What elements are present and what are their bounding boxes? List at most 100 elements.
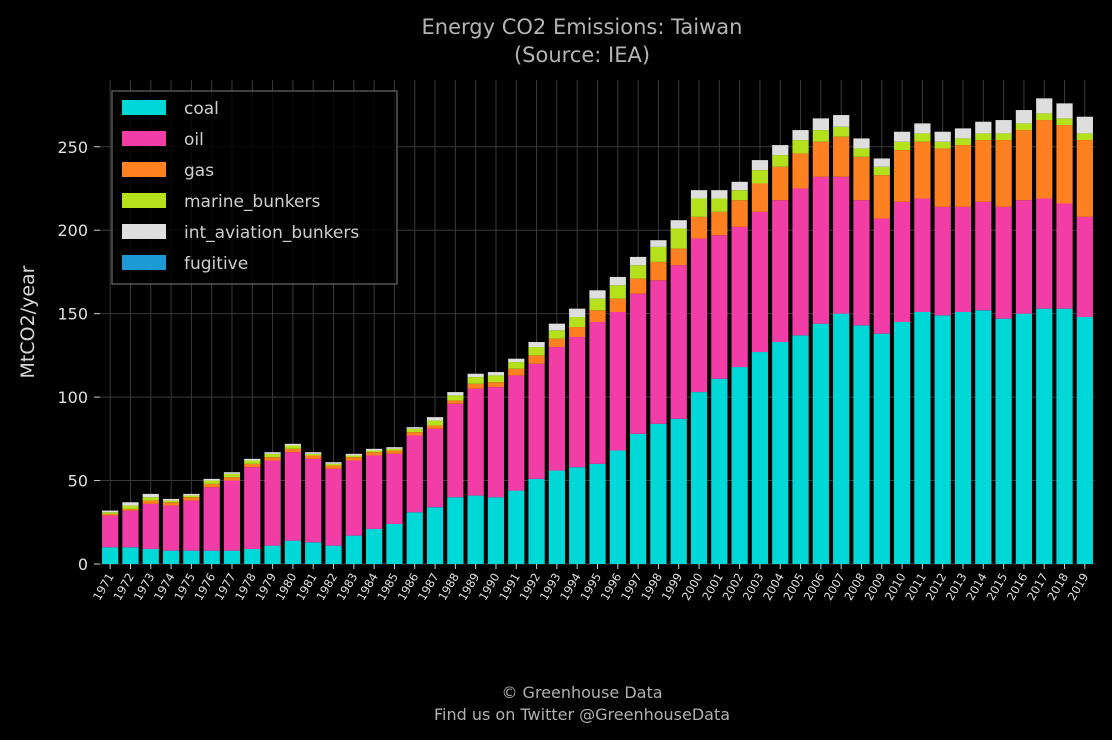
bar-segment-marine-bunkers — [690, 198, 708, 217]
legend-swatch-fugitive — [122, 255, 166, 270]
bar-segment-oil — [833, 176, 850, 314]
bar-segment-marine-bunkers — [203, 480, 220, 484]
bar-segment-gas — [406, 432, 423, 436]
bar-segment-coal — [650, 423, 667, 564]
bar-segment-int-aviation-bunkers — [264, 452, 281, 454]
bar-segment-marine-bunkers — [914, 133, 931, 142]
bar-segment-oil — [102, 515, 119, 548]
bar-segment-coal — [690, 392, 708, 564]
bar-segment-int-aviation-bunkers — [609, 276, 626, 286]
bar-segment-int-aviation-bunkers — [670, 220, 687, 229]
bar-segment-int-aviation-bunkers — [223, 472, 241, 474]
bar-segment-int-aviation-bunkers — [528, 342, 545, 348]
bar-segment-gas — [305, 455, 322, 459]
bar-segment-marine-bunkers — [142, 497, 159, 501]
bar-segment-oil — [569, 337, 586, 468]
bar-segment-int-aviation-bunkers — [345, 453, 362, 456]
bar-segment-int-aviation-bunkers — [548, 323, 566, 331]
bar-segment-int-aviation-bunkers — [853, 138, 870, 149]
bar-segment-int-aviation-bunkers — [467, 373, 484, 378]
bar-segment-marine-bunkers — [284, 445, 302, 449]
bar-segment-marine-bunkers — [772, 155, 789, 167]
legend-label-oil: oil — [184, 130, 204, 150]
bar-segment-gas — [244, 463, 261, 468]
y-tick-label: 150 — [57, 305, 88, 324]
bar-segment-marine-bunkers — [954, 138, 972, 146]
bar-segment-coal — [1076, 316, 1093, 564]
bar-segment-coal — [670, 418, 687, 564]
bar-segment-marine-bunkers — [366, 450, 383, 453]
bar-segment-oil — [975, 201, 992, 311]
bar-segment-coal — [954, 311, 972, 564]
bar-segment-gas — [1036, 120, 1053, 199]
bar-segment-marine-bunkers — [873, 166, 890, 176]
bar-segment-oil — [731, 226, 748, 368]
bar-segment-coal — [1056, 308, 1073, 564]
bar-segment-int-aviation-bunkers — [1076, 116, 1093, 134]
bar-segment-coal — [183, 550, 200, 564]
bar-segment-int-aviation-bunkers — [975, 121, 992, 134]
bar-segment-gas — [1056, 125, 1073, 204]
bar-segment-oil — [548, 347, 566, 471]
bar-segment-gas — [853, 156, 870, 201]
bar-segment-marine-bunkers — [853, 148, 870, 157]
bar-segment-int-aviation-bunkers — [893, 131, 911, 142]
y-tick-label: 50 — [68, 472, 88, 491]
bar-segment-gas — [223, 477, 241, 481]
bar-segment-marine-bunkers — [487, 375, 505, 383]
bar-segment-int-aviation-bunkers — [589, 290, 606, 299]
bar-segment-oil — [1036, 198, 1053, 309]
bar-segment-coal — [914, 311, 931, 564]
bar-segment-int-aviation-bunkers — [914, 123, 931, 134]
bar-segment-marine-bunkers — [569, 316, 586, 328]
bar-segment-int-aviation-bunkers — [386, 447, 403, 449]
bar-segment-oil — [264, 460, 281, 546]
y-tick-label: 250 — [57, 138, 88, 157]
bar-segment-oil — [629, 293, 647, 434]
bar-segment-gas — [366, 452, 383, 456]
bar-segment-oil — [914, 198, 931, 312]
bar-segment-marine-bunkers — [528, 347, 545, 356]
bar-segment-int-aviation-bunkers — [366, 448, 383, 451]
bar-segment-marine-bunkers — [812, 130, 829, 142]
bar-segment-int-aviation-bunkers — [508, 358, 525, 363]
bar-segment-gas — [751, 183, 769, 212]
bar-segment-gas — [325, 465, 342, 469]
bar-segment-oil — [426, 428, 444, 508]
bar-segment-int-aviation-bunkers — [954, 128, 972, 139]
legend-label-fugitive: fugitive — [184, 254, 248, 274]
bar-segment-oil — [487, 387, 505, 498]
bar-segment-gas — [122, 508, 139, 511]
bar-segment-coal — [508, 490, 525, 564]
bar-segment-marine-bunkers — [548, 330, 566, 339]
bar-segment-marine-bunkers — [102, 512, 119, 514]
bar-segment-gas — [609, 298, 626, 312]
bar-segment-coal — [975, 310, 992, 564]
bar-segment-gas — [954, 145, 972, 207]
bar-segment-coal — [223, 550, 241, 564]
bar-segment-gas — [508, 368, 525, 376]
bar-segment-coal — [487, 497, 505, 564]
bar-segment-coal — [284, 540, 302, 564]
bar-segment-coal — [203, 550, 220, 564]
legend-swatch-int-aviation-bunkers — [122, 224, 166, 239]
bar-segment-int-aviation-bunkers — [162, 498, 180, 501]
bar-segment-int-aviation-bunkers — [629, 256, 647, 266]
bar-segment-marine-bunkers — [223, 473, 241, 478]
bar-segment-gas — [284, 448, 302, 453]
bar-segment-oil — [1015, 200, 1033, 314]
legend-swatch-coal — [122, 100, 166, 115]
y-tick-label: 0 — [78, 555, 88, 574]
bar-segment-marine-bunkers — [1056, 118, 1073, 126]
bar-segment-int-aviation-bunkers — [731, 181, 748, 191]
bar-segment-marine-bunkers — [447, 395, 464, 401]
bar-segment-marine-bunkers — [1036, 113, 1053, 121]
bar-segment-int-aviation-bunkers — [447, 392, 464, 396]
bar-segment-gas — [183, 497, 200, 501]
bar-segment-oil — [1076, 216, 1093, 317]
bar-segment-marine-bunkers — [264, 453, 281, 458]
bar-segment-gas — [345, 457, 362, 461]
bar-segment-oil — [447, 403, 464, 498]
legend-box — [111, 90, 398, 285]
bar-segment-oil — [305, 458, 322, 543]
